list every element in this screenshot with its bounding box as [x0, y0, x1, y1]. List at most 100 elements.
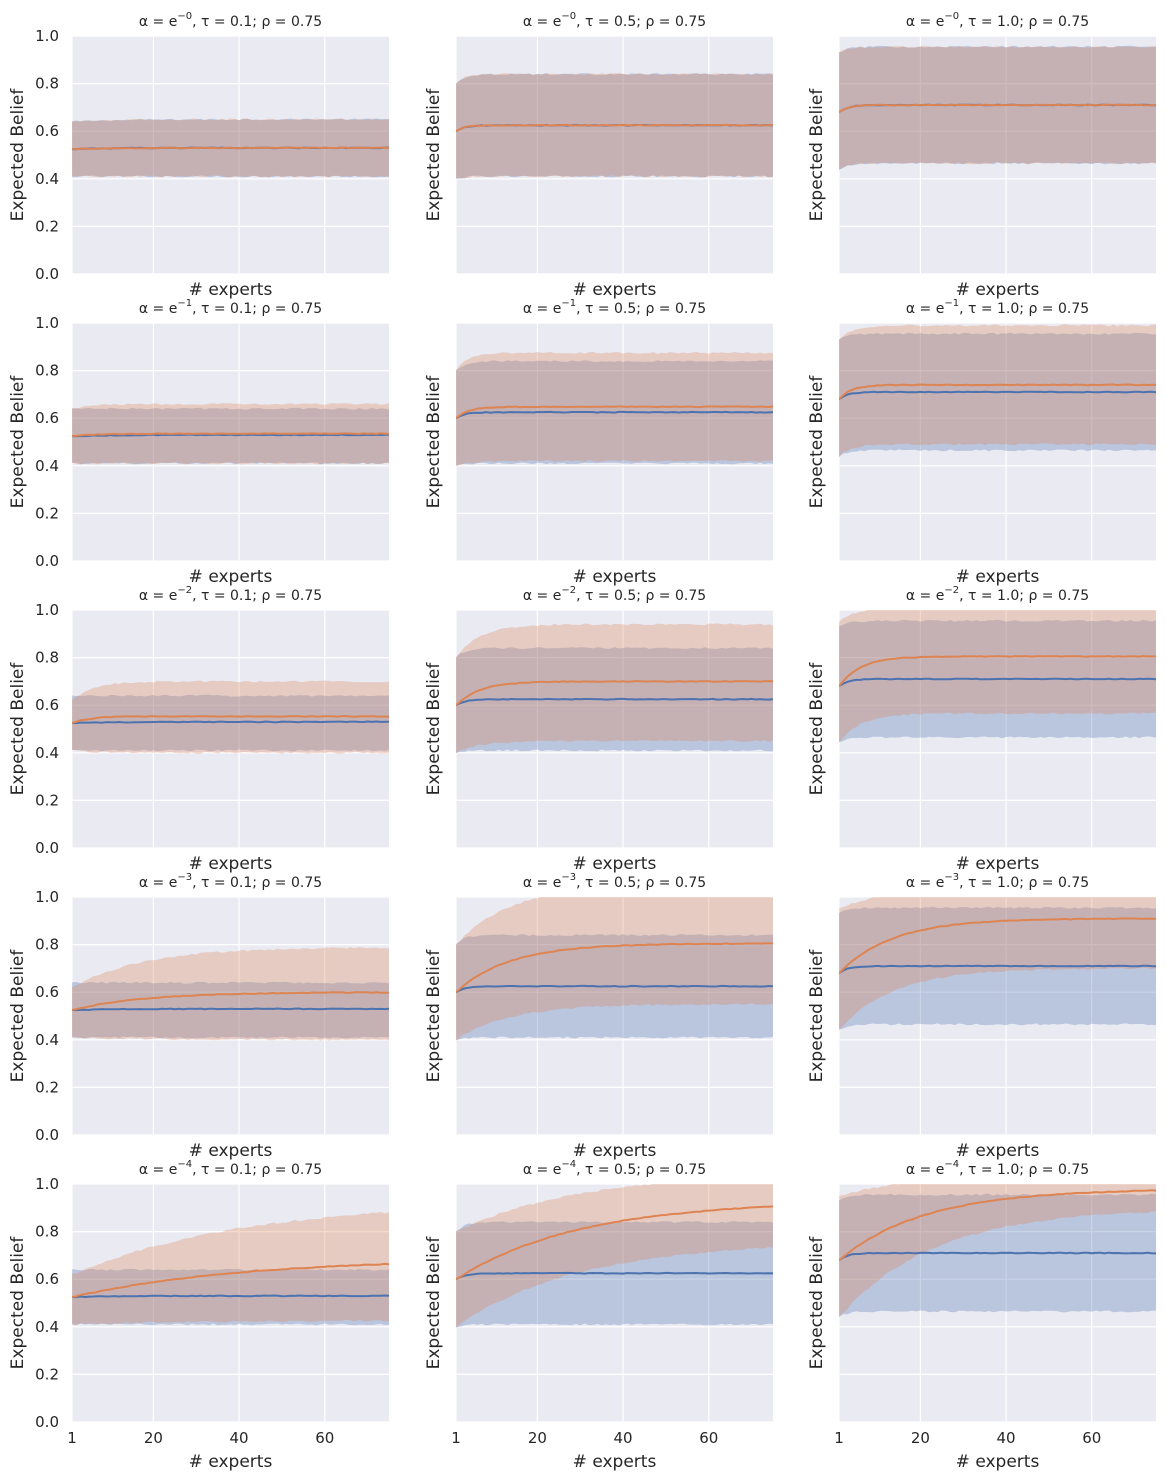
x-tick-label: 20: [911, 1429, 930, 1447]
line-series-2: [839, 917, 1156, 974]
y-tick-label: 0.6: [35, 1270, 59, 1288]
plot-background: [839, 897, 1156, 1135]
panel-title-exponent: −0: [944, 11, 959, 22]
y-tick-label: 1.0: [35, 601, 59, 619]
band-series-1: [72, 981, 389, 1039]
panel-title-prefix: α = e: [906, 875, 944, 891]
x-tick-label: 60: [699, 1429, 718, 1447]
x-tick-label: 40: [230, 1429, 249, 1447]
panel-title-suffix: , τ = 0.5; ρ = 0.75: [576, 588, 706, 604]
plot-area: [456, 73, 773, 179]
line-series-2: [839, 655, 1156, 687]
panel-title-prefix: α = e: [139, 14, 177, 30]
panel-5: α = e−1, τ = 0.5; ρ = 0.75 # experts Expec…: [424, 298, 773, 587]
plot-area: [72, 680, 389, 754]
panel-2: α = e−0, τ = 0.5; ρ = 0.75 # experts Expec…: [424, 11, 773, 300]
band-series-2: [456, 897, 773, 1041]
band-series-1: [839, 45, 1156, 170]
band-series-1: [839, 906, 1156, 1030]
line-series-1: [456, 984, 773, 994]
line-series-2: [456, 1205, 773, 1281]
panel-6: α = e−1, τ = 1.0; ρ = 0.75 # experts Expec…: [807, 298, 1156, 587]
panel-title: α = e−4, τ = 1.0; ρ = 0.75: [906, 1159, 1089, 1178]
panel-title: α = e−1, τ = 0.1; ρ = 0.75: [139, 298, 322, 317]
x-axis-label: # experts: [189, 854, 273, 874]
line-series-1: [839, 390, 1156, 401]
y-axis-label: Expected Belief: [424, 375, 444, 509]
panel-10: α = e−3, τ = 0.1; ρ = 0.75 # experts Expec…: [8, 872, 389, 1161]
y-tick-label: 0.8: [35, 75, 59, 93]
y-tick-label: 0.0: [35, 265, 59, 283]
line-series-1: [456, 410, 773, 420]
plot-area: [839, 324, 1156, 458]
band-series-1: [839, 619, 1156, 743]
x-axis-label: # experts: [189, 1141, 273, 1161]
band-series-2: [839, 324, 1156, 458]
line-series-1: [456, 697, 773, 707]
plot-background: [72, 897, 389, 1135]
plot-area: [72, 403, 389, 465]
band-series-1: [72, 694, 389, 752]
y-tick-label: 0.2: [35, 1365, 59, 1383]
y-tick-label: 0.2: [35, 217, 59, 235]
panel-1: α = e−0, τ = 0.1; ρ = 0.75 # experts Expec…: [8, 11, 389, 300]
y-tick-label: 0.2: [35, 791, 59, 809]
panel-title-prefix: α = e: [523, 14, 561, 30]
panel-title-prefix: α = e: [906, 588, 944, 604]
x-tick-label: 40: [614, 1429, 633, 1447]
panel-14: α = e−4, τ = 0.5; ρ = 0.75 # experts Expec…: [424, 1159, 773, 1472]
line-series-2: [839, 103, 1156, 114]
panel-title-suffix: , τ = 1.0; ρ = 0.75: [959, 588, 1089, 604]
band-series-2: [839, 610, 1156, 743]
plot-background: [72, 610, 389, 848]
panel-title-suffix: , τ = 0.5; ρ = 0.75: [576, 301, 706, 317]
plot-area: [72, 118, 389, 178]
y-axis-label: Expected Belief: [8, 949, 28, 1083]
y-tick-label: 0.8: [35, 649, 59, 667]
panel-title: α = e−4, τ = 0.5; ρ = 0.75: [523, 1159, 706, 1178]
panel-title-exponent: −2: [177, 585, 192, 596]
x-axis-label: # experts: [956, 567, 1040, 587]
panel-title-suffix: , τ = 1.0; ρ = 0.75: [959, 301, 1089, 317]
panel-title-exponent: −1: [177, 298, 192, 309]
panel-3: α = e−0, τ = 1.0; ρ = 0.75 # experts Expec…: [807, 11, 1156, 300]
line-series-1: [839, 1251, 1156, 1262]
panel-title-suffix: , τ = 0.1; ρ = 0.75: [192, 875, 322, 891]
panel-12: α = e−3, τ = 1.0; ρ = 0.75 # experts Expec…: [807, 872, 1156, 1161]
panel-title-suffix: , τ = 0.1; ρ = 0.75: [192, 301, 322, 317]
line-series-2: [456, 123, 773, 133]
y-tick-label: 0.4: [35, 744, 59, 762]
panel-title-suffix: , τ = 1.0; ρ = 0.75: [959, 875, 1089, 891]
plot-area: [839, 45, 1156, 170]
line-series-2: [72, 432, 389, 438]
panel-title-suffix: , τ = 0.5; ρ = 0.75: [576, 875, 706, 891]
panel-title-exponent: −4: [944, 1159, 959, 1170]
panel-title-suffix: , τ = 1.0; ρ = 0.75: [959, 1162, 1089, 1178]
band-series-1: [72, 407, 389, 465]
plot-area: [839, 610, 1156, 743]
band-series-1: [839, 332, 1156, 457]
x-axis-label: # experts: [573, 854, 657, 874]
x-axis-label: # experts: [573, 1452, 657, 1472]
panel-title-exponent: −2: [561, 585, 576, 596]
panel-title-exponent: −1: [944, 298, 959, 309]
panel-title: α = e−0, τ = 0.5; ρ = 0.75: [523, 11, 706, 30]
y-tick-label: 0.0: [35, 1413, 59, 1431]
panel-15: α = e−4, τ = 1.0; ρ = 0.75 # experts Expec…: [807, 1159, 1156, 1472]
panel-title-suffix: , τ = 0.5; ρ = 0.75: [576, 14, 706, 30]
y-axis-label: Expected Belief: [424, 88, 444, 222]
x-axis-label: # experts: [573, 567, 657, 587]
plot-background: [456, 323, 773, 561]
panel-title: α = e−0, τ = 0.1; ρ = 0.75: [139, 11, 322, 30]
x-axis-label: # experts: [189, 280, 273, 300]
panel-title-prefix: α = e: [523, 588, 561, 604]
band-series-2: [839, 45, 1156, 170]
panel-11: α = e−3, τ = 0.5; ρ = 0.75 # experts Expec…: [424, 872, 773, 1161]
y-tick-label: 0.6: [35, 409, 59, 427]
y-axis-label: Expected Belief: [424, 1236, 444, 1370]
panel-title-exponent: −0: [177, 11, 192, 22]
panel-title: α = e−1, τ = 0.5; ρ = 0.75: [523, 298, 706, 317]
line-series-2: [456, 942, 773, 993]
y-tick-label: 0.4: [35, 1031, 59, 1049]
panel-title: α = e−2, τ = 0.5; ρ = 0.75: [523, 585, 706, 604]
